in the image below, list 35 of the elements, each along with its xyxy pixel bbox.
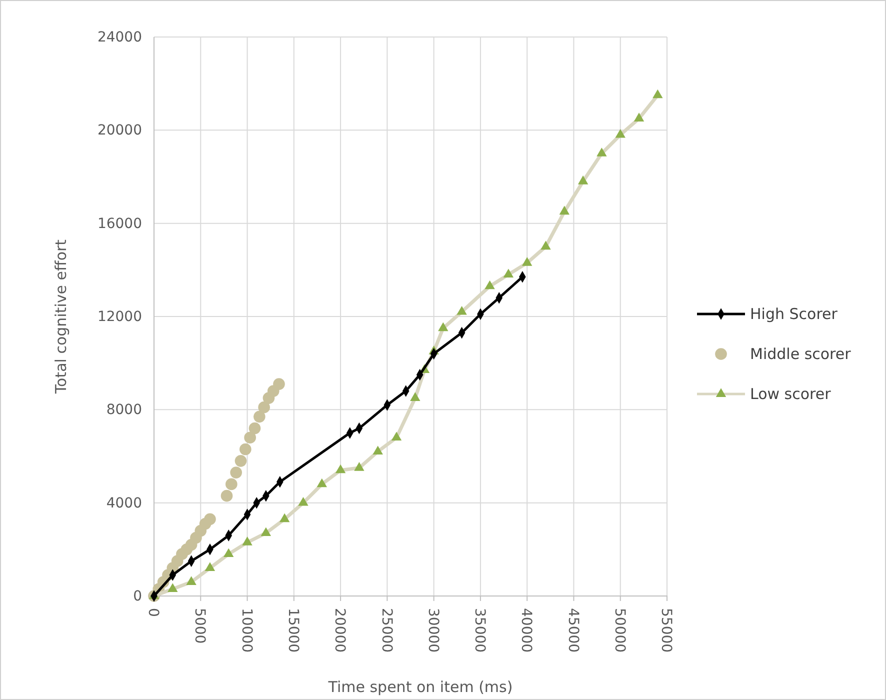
point bbox=[253, 410, 266, 423]
y-tick-label: 8000 bbox=[106, 402, 142, 418]
x-axis-title: Time spent on item (ms) bbox=[327, 678, 513, 696]
point bbox=[239, 443, 252, 456]
point bbox=[244, 432, 256, 444]
x-tick-label: 20000 bbox=[332, 608, 348, 653]
legend-label: High Scorer bbox=[750, 305, 838, 323]
point bbox=[234, 455, 247, 467]
x-tick-label: 50000 bbox=[611, 608, 628, 653]
x-tick-label: 5000 bbox=[192, 608, 208, 644]
point bbox=[226, 478, 238, 490]
x-tick-label: 25000 bbox=[378, 608, 394, 653]
y-tick-label: 16000 bbox=[97, 216, 142, 232]
x-tick-label: 45000 bbox=[564, 608, 581, 653]
x-tick-label: 30000 bbox=[424, 608, 441, 653]
y-tick-label: 20000 bbox=[97, 122, 142, 139]
legend-label: Middle scorer bbox=[750, 345, 852, 363]
legend-label: Low scorer bbox=[750, 385, 832, 403]
x-tick-label: 15000 bbox=[285, 608, 302, 653]
x-tick-label: 55000 bbox=[658, 608, 674, 653]
x-tick-label: 35000 bbox=[472, 608, 488, 653]
y-tick-label: 24000 bbox=[97, 29, 142, 46]
point bbox=[220, 490, 233, 502]
y-tick-label: 12000 bbox=[97, 308, 142, 325]
point bbox=[248, 422, 261, 434]
y-tick-label: 0 bbox=[133, 588, 142, 604]
x-tick-label: 10000 bbox=[238, 608, 254, 653]
point bbox=[230, 466, 242, 478]
y-axis-title: Total cognitive effort bbox=[52, 239, 70, 395]
y-tick-label: 4000 bbox=[106, 495, 142, 512]
point bbox=[204, 513, 216, 526]
x-tick-label: 0 bbox=[145, 608, 162, 617]
point bbox=[258, 401, 270, 414]
x-tick-label: 40000 bbox=[518, 608, 534, 653]
point bbox=[273, 378, 285, 390]
